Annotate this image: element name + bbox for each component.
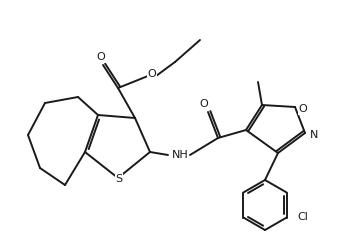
Text: O: O: [200, 99, 208, 109]
Text: NH: NH: [172, 150, 188, 160]
Text: N: N: [310, 130, 318, 140]
Text: O: O: [97, 52, 105, 62]
Text: O: O: [299, 104, 307, 114]
Text: O: O: [148, 69, 156, 79]
Text: S: S: [116, 174, 122, 184]
Text: Cl: Cl: [297, 213, 308, 222]
